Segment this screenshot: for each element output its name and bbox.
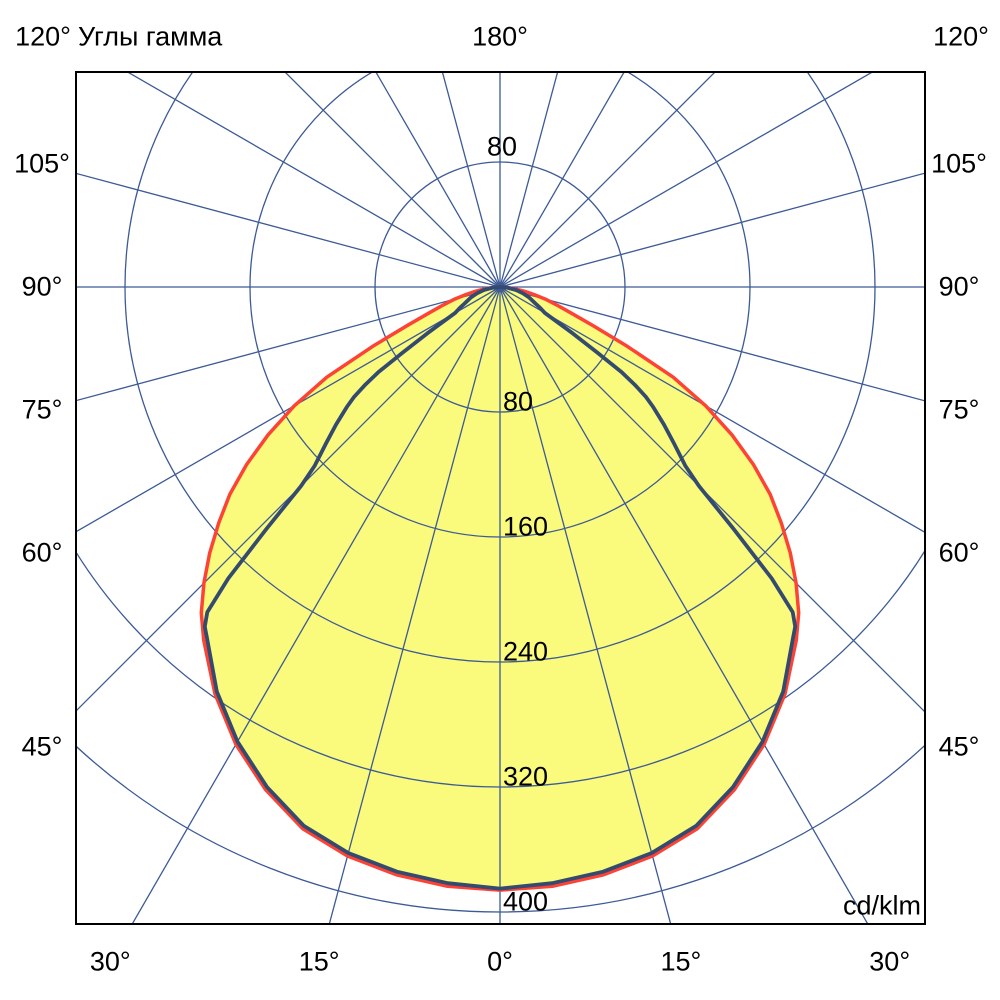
angle-label-topleft-120: 120°: [15, 21, 71, 52]
polar-ray-225: [284, 72, 501, 288]
gamma-label-right-75: 75°: [938, 394, 980, 425]
c-angle-label-bottom-0: 0°: [487, 946, 513, 977]
polar-ray-255: [76, 172, 501, 288]
ring-label-80: 80: [503, 386, 534, 417]
polar-ray-195: [441, 72, 501, 288]
polar-ray-135: [499, 72, 716, 288]
polar-ray-285: [76, 286, 501, 402]
polar-ray-150: [499, 72, 625, 288]
angle-label-top-180: 180°: [472, 21, 528, 52]
polar-ray-60: [499, 286, 925, 534]
gamma-label-left-60: 60°: [21, 537, 63, 568]
polar-ray-30: [499, 286, 869, 924]
polar-ray-165: [499, 72, 559, 288]
gamma-label-right-105: 105°: [931, 148, 987, 179]
c-angle-label-bottom-30: 30°: [869, 946, 911, 977]
polar-ray-45: [499, 286, 925, 713]
polar-ray-15: [499, 286, 672, 924]
curve-navy: [202, 285, 798, 891]
chart-title: Углы гамма: [78, 21, 223, 52]
ring-label-160: 160: [503, 511, 549, 542]
unit-label: cd/klm: [842, 890, 921, 921]
c-angle-label-bottom--15: 15°: [298, 946, 340, 977]
polar-ray-210: [375, 72, 501, 288]
ring-label-above-80: 80: [486, 131, 518, 162]
ring-label-400: 400: [503, 886, 549, 917]
gamma-label-left-75: 75°: [21, 394, 63, 425]
plot-border: [75, 71, 926, 925]
gamma-label-right-90: 90°: [938, 271, 980, 302]
polar-ray-330: [131, 286, 501, 924]
ring-label-320: 320: [503, 761, 549, 792]
gamma-label-left-45: 45°: [21, 731, 63, 762]
polar-ray-315: [76, 286, 501, 712]
polar-ray-120: [499, 72, 874, 288]
gamma-label-right-60: 60°: [938, 537, 980, 568]
polar-ray-240: [126, 72, 501, 288]
c-angle-label-bottom-15: 15°: [660, 946, 702, 977]
gamma-label-left-105: 105°: [14, 148, 70, 179]
ring-label-240: 240: [503, 636, 549, 667]
c-angle-label-bottom--30: 30°: [89, 946, 131, 977]
polar-ray-105: [499, 172, 925, 288]
polar-ray-75: [499, 286, 925, 402]
polar-ray-345: [328, 286, 501, 924]
gamma-label-right-45: 45°: [938, 731, 980, 762]
gamma-label-left-90: 90°: [21, 271, 63, 302]
polar-ray-300: [76, 286, 501, 533]
angle-label-topright-120: 120°: [933, 21, 989, 52]
